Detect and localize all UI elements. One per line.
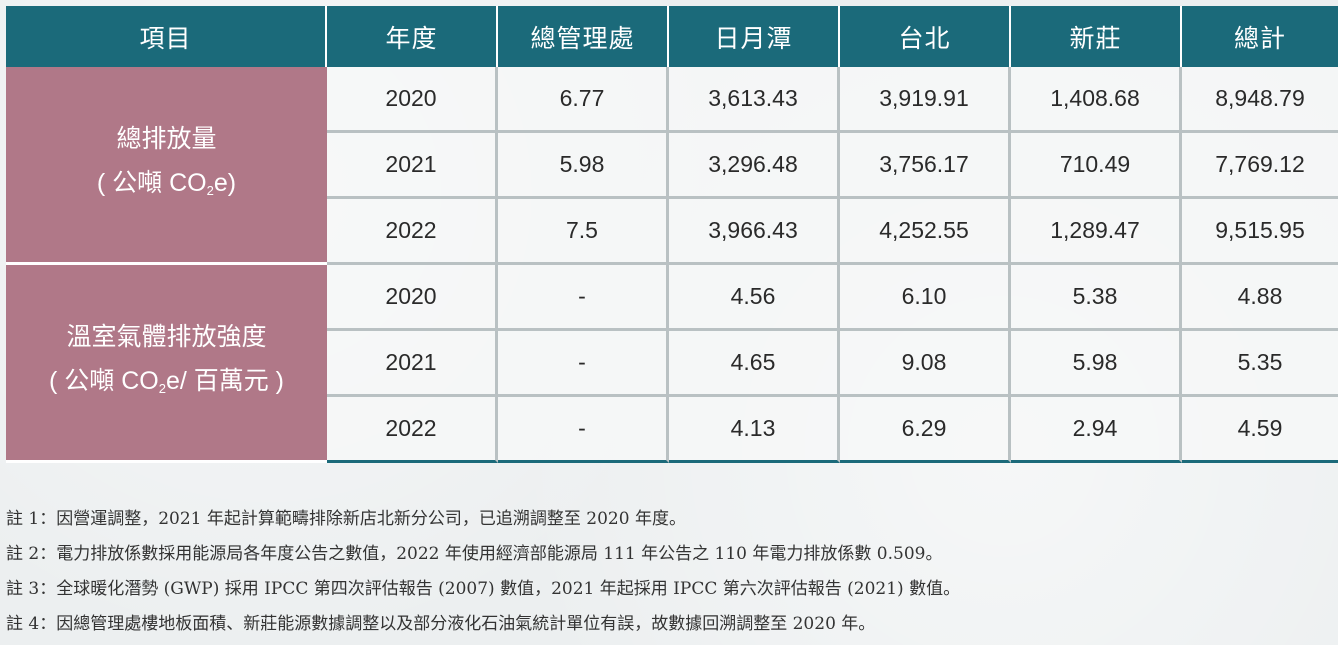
unit-suffix: e) (213, 168, 237, 197)
cell-value: 7,769.12 (1182, 133, 1338, 199)
group-label-text: 溫室氣體排放強度 (66, 322, 267, 351)
cell-value: 6.29 (840, 397, 1011, 463)
cell-value: 9,515.95 (1182, 199, 1338, 265)
table-row: 2021 - 4.65 9.08 5.98 5.35 (6, 331, 1338, 397)
header-head-office: 總管理處 (498, 6, 669, 67)
cell-value: 6.10 (840, 265, 1011, 331)
cell-value: - (498, 331, 669, 397)
cell-value: 3,919.91 (840, 67, 1011, 133)
group-label-text: 總排放量 (116, 124, 217, 153)
header-taipei: 台北 (840, 6, 1011, 67)
cell-value: 8,948.79 (1182, 67, 1338, 133)
unit-prefix: ( 公噸 CO (96, 168, 207, 197)
unit-subscript: 2 (206, 182, 214, 198)
cell-value: - (498, 265, 669, 331)
header-year: 年度 (327, 6, 498, 67)
unit-subscript: 2 (158, 380, 166, 396)
cell-year: 2021 (327, 133, 498, 199)
cell-year: 2020 (327, 67, 498, 133)
cell-value: 1,408.68 (1011, 67, 1182, 133)
footnote: 註 3：全球暖化潛勢 (GWP) 採用 IPCC 第四次評估報告 (2007) … (6, 579, 961, 599)
cell-value: 4.56 (669, 265, 840, 331)
header-item: 項目 (6, 6, 327, 67)
table-row: 總排放量 ( 公噸 CO2e) 2020 6.77 3,613.43 3,919… (6, 67, 1338, 265)
cell-value: 1,289.47 (1011, 199, 1182, 265)
cell-value: 6.77 (498, 67, 669, 133)
header-sun-moon-lake: 日月潭 (669, 6, 840, 67)
footnote: 註 2：電力排放係數採用能源局各年度公告之數值，2022 年使用經濟部能源局 1… (6, 544, 943, 564)
group-label-emission-intensity: 溫室氣體排放強度 ( 公噸 CO2e/ 百萬元 ) (6, 265, 327, 463)
cell-year: 2022 (327, 397, 498, 463)
cell-value: - (498, 397, 669, 463)
footnote: 註 1：因營運調整，2021 年起計算範疇排除新店北新分公司，已追溯調整至 20… (6, 509, 686, 529)
cell-value: 3,296.48 (669, 133, 840, 199)
cell-value: 5.35 (1182, 331, 1338, 397)
cell-value: 710.49 (1011, 133, 1182, 199)
cell-value: 2.94 (1011, 397, 1182, 463)
table-row: 2022 - 4.13 6.29 2.94 4.59 (6, 397, 1338, 463)
cell-value: 5.98 (498, 133, 669, 199)
cell-year: 2022 (327, 199, 498, 265)
cell-value: 5.98 (1011, 331, 1182, 397)
cell-value: 3,613.43 (669, 67, 840, 133)
cell-value: 3,966.43 (669, 199, 840, 265)
table-row: 溫室氣體排放強度 ( 公噸 CO2e/ 百萬元 ) 2020 - 4.56 6.… (6, 265, 1338, 463)
cell-year: 2021 (327, 331, 498, 397)
cell-value: 3,756.17 (840, 133, 1011, 199)
cell-value: 4.59 (1182, 397, 1338, 463)
cell-value: 9.08 (840, 331, 1011, 397)
table-row: 2021 5.98 3,296.48 3,756.17 710.49 7,769… (6, 133, 1338, 199)
cell-year: 2020 (327, 265, 498, 331)
cell-value: 4.13 (669, 397, 840, 463)
emissions-table: 項目 年度 總管理處 日月潭 台北 新莊 總計 總排放量 ( 公噸 CO2e) … (6, 6, 1338, 463)
footnotes: 註 1：因營運調整，2021 年起計算範疇排除新店北新分公司，已追溯調整至 20… (6, 502, 1326, 642)
table-row: 2022 7.5 3,966.43 4,252.55 1,289.47 9,51… (6, 199, 1338, 265)
cell-value: 5.38 (1011, 265, 1182, 331)
cell-value: 4.65 (669, 331, 840, 397)
cell-value: 7.5 (498, 199, 669, 265)
group-label-total-emissions: 總排放量 ( 公噸 CO2e) (6, 67, 327, 265)
footnote: 註 4：因總管理處樓地板面積、新莊能源數據調整以及部分液化石油氣統計單位有誤，故… (6, 614, 876, 634)
header-total: 總計 (1182, 6, 1338, 67)
table-header-row: 項目 年度 總管理處 日月潭 台北 新莊 總計 (6, 6, 1338, 67)
cell-value: 4,252.55 (840, 199, 1011, 265)
header-xinzhuang: 新莊 (1011, 6, 1182, 67)
group-unit: ( 公噸 CO2e/ 百萬元 ) (6, 359, 327, 411)
unit-prefix: ( 公噸 CO (48, 366, 159, 395)
group-unit: ( 公噸 CO2e) (6, 161, 327, 213)
unit-suffix: e/ 百萬元 ) (165, 366, 285, 395)
cell-value: 4.88 (1182, 265, 1338, 331)
